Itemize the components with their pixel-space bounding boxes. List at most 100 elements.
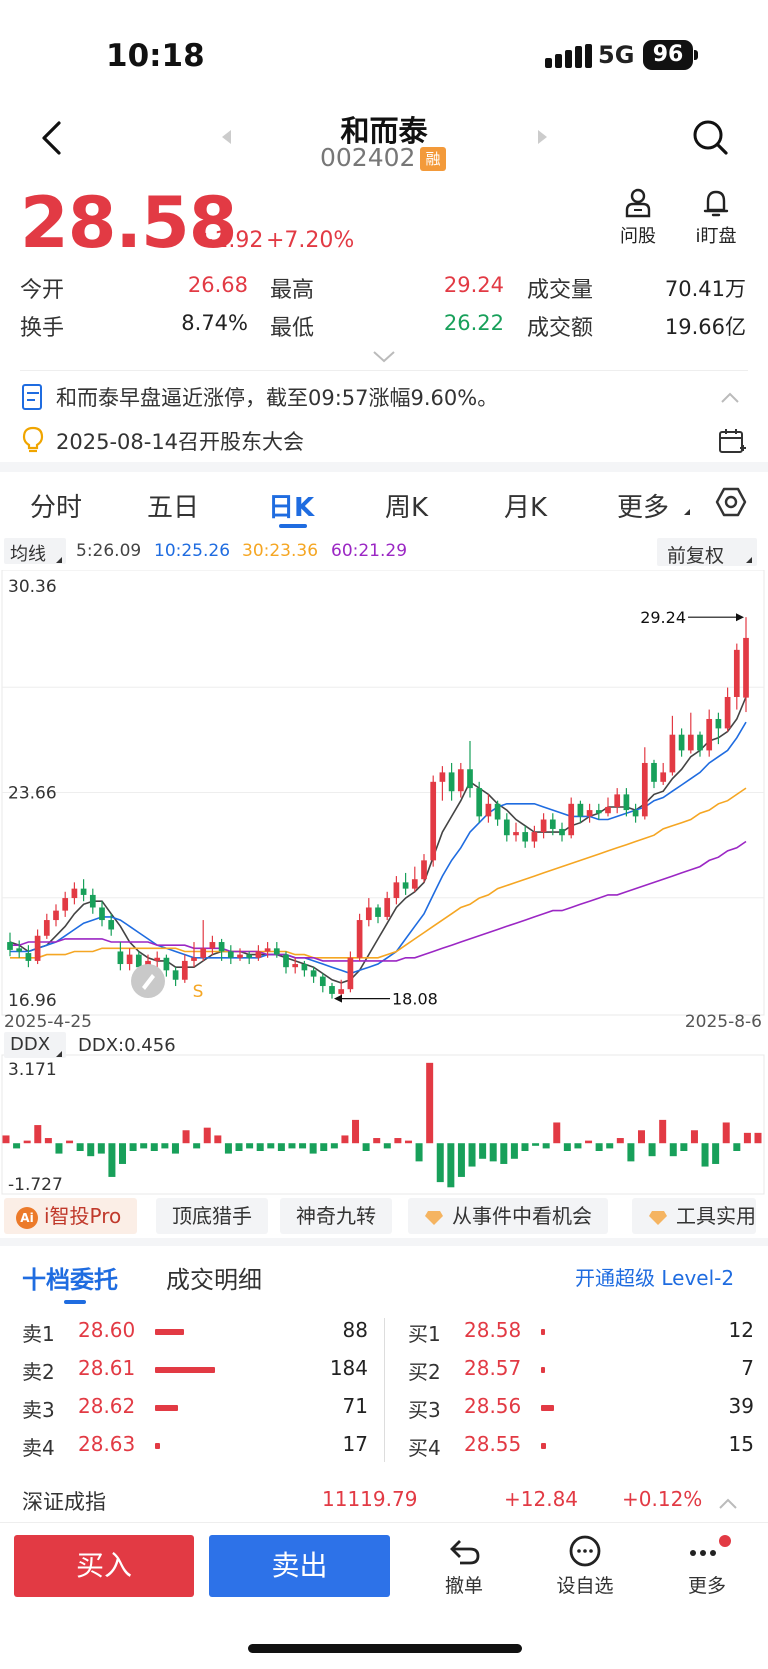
diamond-icon xyxy=(425,1210,443,1225)
tab-trade-details[interactable]: 成交明细 xyxy=(166,1266,262,1294)
ask-level-row[interactable]: 卖2 28.61 184 xyxy=(22,1352,368,1390)
ma5-value: 5:26.09 xyxy=(76,541,142,561)
level2-upgrade-link[interactable]: 开通超级 Level-2 xyxy=(575,1266,735,1290)
tab-order-book[interactable]: 十档委托 xyxy=(22,1266,118,1294)
ask-depth-bar xyxy=(155,1443,160,1449)
buy-button[interactable]: 买入 xyxy=(14,1535,194,1597)
candle-body xyxy=(595,810,602,814)
index-name[interactable]: 深证成指 xyxy=(22,1490,106,1514)
calendar-icon[interactable] xyxy=(718,427,746,455)
ask-level-row[interactable]: 卖4 28.63 17 xyxy=(22,1428,368,1466)
cancel-order-label: 撤单 xyxy=(444,1575,483,1597)
bid-quantity: 7 xyxy=(741,1356,754,1380)
ddx-bar xyxy=(182,1130,190,1144)
ddx-bar xyxy=(161,1143,169,1149)
candle-body xyxy=(430,781,437,861)
tool-chip-top-bottom[interactable]: 顶底猎手 xyxy=(156,1198,268,1234)
ddx-bar xyxy=(288,1143,296,1149)
more-label: 更多 xyxy=(687,1575,726,1597)
tab-more[interactable]: 更多 xyxy=(617,493,670,523)
back-button[interactable] xyxy=(34,118,74,158)
ddx-bar xyxy=(733,1143,741,1151)
candle-body xyxy=(310,970,317,977)
ask-level-row[interactable]: 卖3 28.62 71 xyxy=(22,1390,368,1428)
adjust-selector[interactable]: 前复权 xyxy=(657,538,757,567)
ask-stock-button[interactable]: 问股 xyxy=(598,188,678,248)
ddx-bar xyxy=(426,1062,434,1144)
candle-body xyxy=(319,976,326,987)
ddx-bar xyxy=(150,1143,158,1151)
news-icon-lines xyxy=(27,392,39,401)
add-watchlist-button[interactable]: 设自选 xyxy=(545,1535,625,1598)
tab-daily-k[interactable]: 日K xyxy=(268,493,315,523)
add-watchlist-label: 设自选 xyxy=(556,1575,614,1597)
candle-body xyxy=(126,954,133,965)
bid-level-row[interactable]: 买2 28.57 7 xyxy=(408,1352,754,1390)
compass-needle-icon xyxy=(142,974,155,990)
tab-monthly-k[interactable]: 月K xyxy=(504,493,548,523)
candle-body xyxy=(264,948,271,952)
search-button[interactable] xyxy=(690,117,730,157)
ask-quantity: 71 xyxy=(342,1394,368,1418)
section-gap xyxy=(0,462,768,472)
ma60-value: 60:21.29 xyxy=(331,541,408,561)
tool-chip-nine-turn[interactable]: 神奇九转 xyxy=(280,1198,392,1234)
ask-depth-bar xyxy=(155,1405,178,1411)
candle-body xyxy=(80,888,87,895)
ma-line-0 xyxy=(9,696,747,984)
tab-weekly-k[interactable]: 周K xyxy=(385,493,429,523)
tool-chip-label: i智投Pro xyxy=(44,1204,122,1228)
event-notice[interactable]: 2025-08-14召开股东大会 xyxy=(56,430,305,454)
ask-quantity: 88 xyxy=(342,1318,368,1342)
amount-value: 19.66亿 xyxy=(664,315,746,339)
next-stock-arrow[interactable] xyxy=(538,130,547,144)
bid-level-row[interactable]: 买1 28.58 12 xyxy=(408,1314,754,1352)
candle-body xyxy=(605,806,611,814)
tool-chip-ai-pro[interactable]: Ai i智投Pro xyxy=(4,1198,138,1234)
ddx-bar xyxy=(87,1143,95,1157)
chevron-up-icon[interactable] xyxy=(720,392,740,404)
tab-five-day[interactable]: 五日 xyxy=(147,493,200,523)
settings-icon[interactable] xyxy=(715,486,747,518)
ma-line-1 xyxy=(10,721,747,975)
tool-chip-events[interactable]: 从事件中看机会 xyxy=(408,1198,608,1234)
sell-button[interactable]: 卖出 xyxy=(209,1535,390,1597)
candle-body xyxy=(494,803,501,820)
chevron-down-icon[interactable] xyxy=(372,350,396,364)
candle-body xyxy=(200,948,207,958)
tool-chip-utility[interactable]: 工具实用 xyxy=(632,1198,756,1234)
candle-body xyxy=(25,953,32,961)
bid-level-row[interactable]: 买4 28.55 15 xyxy=(408,1428,754,1466)
ddx-bar xyxy=(140,1143,148,1149)
candle-body xyxy=(476,788,483,817)
ma-selector[interactable]: 均线 xyxy=(4,538,66,565)
chevron-up-icon[interactable] xyxy=(718,1498,738,1510)
ddx-bar xyxy=(299,1143,307,1149)
previous-stock-arrow[interactable] xyxy=(222,130,231,144)
candle-body xyxy=(365,907,372,921)
news-headline[interactable]: 和而泰早盘逼近涨停，截至09:57涨幅9.60%。 xyxy=(56,386,499,410)
bid-price: 28.58 xyxy=(464,1318,522,1342)
bid-level-label: 买2 xyxy=(408,1360,441,1384)
margin-badge: 融 xyxy=(420,147,446,171)
more-button[interactable]: 更多 xyxy=(667,1535,747,1598)
open-label: 今开 xyxy=(20,278,65,303)
ddx-bar xyxy=(224,1143,232,1154)
ddx-selector[interactable]: DDX xyxy=(4,1032,66,1058)
turnover-value: 8.74% xyxy=(181,311,248,335)
ddx-bar xyxy=(97,1143,105,1154)
bid-level-row[interactable]: 买3 28.56 39 xyxy=(408,1390,754,1428)
bid-quantity: 39 xyxy=(728,1394,754,1418)
cancel-order-button[interactable]: 撤单 xyxy=(424,1535,504,1598)
ddx-selector-label: DDX xyxy=(10,1034,51,1055)
watch-button[interactable]: i盯盘 xyxy=(676,188,756,248)
candle-body xyxy=(743,637,749,698)
tab-intraday[interactable]: 分时 xyxy=(30,493,83,523)
ddx-bar xyxy=(712,1143,720,1164)
more-icon xyxy=(690,1535,731,1556)
ask-level-row[interactable]: 卖1 28.60 88 xyxy=(22,1314,368,1352)
bid-level-label: 买4 xyxy=(408,1436,441,1460)
candle-body xyxy=(448,772,455,792)
ddx-bar xyxy=(44,1138,52,1144)
